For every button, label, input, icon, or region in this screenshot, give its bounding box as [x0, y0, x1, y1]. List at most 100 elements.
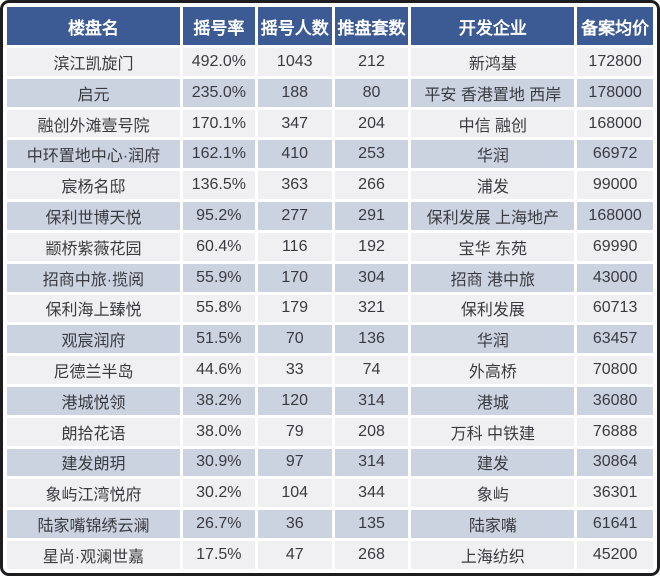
table-cell: 保利发展	[411, 294, 575, 323]
table-cell: 179	[257, 294, 332, 323]
table-cell: 保利发展 上海地产	[411, 202, 575, 230]
table-cell: 170	[257, 263, 332, 292]
table-cell: 38.2%	[182, 386, 255, 415]
table-cell: 宸杨名邸	[7, 171, 180, 200]
table-cell: 70800	[577, 356, 653, 384]
table-cell: 36	[257, 510, 332, 538]
table-cell: 79	[257, 417, 332, 446]
column-header: 推盘套数	[334, 7, 409, 45]
table-cell: 204	[334, 109, 409, 138]
column-header: 开发企业	[411, 7, 575, 45]
table-cell: 291	[334, 202, 409, 230]
table-body: 滨江凯旋门 492.0% 1043 212 新鸿基 172800 启元 235.0% 188 80…	[7, 48, 653, 569]
table-cell: 212	[334, 48, 409, 76]
table-cell: 中环置地中心·润府	[7, 140, 180, 169]
column-header: 楼盘名	[7, 7, 180, 45]
table-cell: 347	[257, 109, 332, 138]
table-cell: 55.8%	[182, 294, 255, 323]
table-cell: 华润	[411, 140, 575, 169]
table-cell: 尼德兰半岛	[7, 356, 180, 384]
table-cell: 融创外滩壹号院	[7, 109, 180, 138]
table-cell: 华润	[411, 325, 575, 354]
table-cell: 43000	[577, 263, 653, 292]
table-cell: 启元	[7, 78, 180, 107]
table-cell: 69990	[577, 232, 653, 261]
table-cell: 33	[257, 356, 332, 384]
property-lottery-table: 楼盘名 摇号率 摇号人数 推盘套数 开发企业 备案均价 滨江凯旋门 492.0% 1043 21…	[4, 4, 656, 572]
table-cell: 168000	[577, 202, 653, 230]
table-cell: 99000	[577, 171, 653, 200]
table-row: 颛桥紫薇花园 60.4% 116 192 宝华 东苑 69990	[7, 232, 653, 261]
table-row: 象屿江湾悦府 30.2% 104 344 象屿 36301	[7, 479, 653, 508]
table-cell: 宝华 东苑	[411, 232, 575, 261]
table-cell: 新鸿基	[411, 48, 575, 76]
table-cell: 颛桥紫薇花园	[7, 232, 180, 261]
table-row: 启元 235.0% 188 80 平安 香港置地 西岸 178000	[7, 78, 653, 107]
table-row: 滨江凯旋门 492.0% 1043 212 新鸿基 172800	[7, 48, 653, 76]
table-cell: 208	[334, 417, 409, 446]
table-cell: 76888	[577, 417, 653, 446]
table-cell: 17.5%	[182, 541, 255, 569]
table-cell: 36080	[577, 386, 653, 415]
table-cell: 保利海上臻悦	[7, 294, 180, 323]
table-cell: 滨江凯旋门	[7, 48, 180, 76]
table-cell: 60.4%	[182, 232, 255, 261]
table-cell: 120	[257, 386, 332, 415]
table-cell: 61641	[577, 510, 653, 538]
table-cell: 235.0%	[182, 78, 255, 107]
table-cell: 招商中旅·揽阅	[7, 263, 180, 292]
table-cell: 80	[334, 78, 409, 107]
table-cell: 104	[257, 479, 332, 508]
table-cell: 168000	[577, 109, 653, 138]
table-cell: 陆家嘴锦绣云澜	[7, 510, 180, 538]
table-row: 建发朗玥 30.9% 97 314 建发 30864	[7, 448, 653, 477]
table-cell: 135	[334, 510, 409, 538]
column-header: 摇号率	[182, 7, 255, 45]
table-cell: 港城悦领	[7, 386, 180, 415]
table-cell: 38.0%	[182, 417, 255, 446]
table-cell: 建发	[411, 448, 575, 477]
table-cell: 30.2%	[182, 479, 255, 508]
table-cell: 中信 融创	[411, 109, 575, 138]
table-row: 朗拾花语 38.0% 79 208 万科 中铁建 76888	[7, 417, 653, 446]
table-cell: 314	[334, 386, 409, 415]
table-cell: 492.0%	[182, 48, 255, 76]
table-cell: 253	[334, 140, 409, 169]
table-cell: 266	[334, 171, 409, 200]
table-cell: 51.5%	[182, 325, 255, 354]
table-cell: 277	[257, 202, 332, 230]
table-cell: 平安 香港置地 西岸	[411, 78, 575, 107]
table-cell: 象屿江湾悦府	[7, 479, 180, 508]
table-cell: 星尚·观澜世嘉	[7, 541, 180, 569]
table-cell: 60713	[577, 294, 653, 323]
table-cell: 港城	[411, 386, 575, 415]
table-row: 中环置地中心·润府 162.1% 410 253 华润 66972	[7, 140, 653, 169]
table-cell: 万科 中铁建	[411, 417, 575, 446]
table-cell: 136	[334, 325, 409, 354]
table-cell: 保利世博天悦	[7, 202, 180, 230]
table-cell: 外高桥	[411, 356, 575, 384]
table-cell: 192	[334, 232, 409, 261]
table-cell: 314	[334, 448, 409, 477]
table-row: 保利海上臻悦 55.8% 179 321 保利发展 60713	[7, 294, 653, 323]
table-cell: 178000	[577, 78, 653, 107]
table-cell: 63457	[577, 325, 653, 354]
table-cell: 410	[257, 140, 332, 169]
table-cell: 170.1%	[182, 109, 255, 138]
column-header: 备案均价	[577, 7, 653, 45]
table-cell: 浦发	[411, 171, 575, 200]
table-row: 保利世博天悦 95.2% 277 291 保利发展 上海地产 168000	[7, 202, 653, 230]
table-cell: 70	[257, 325, 332, 354]
table-cell: 74	[334, 356, 409, 384]
table-cell: 136.5%	[182, 171, 255, 200]
table-cell: 36301	[577, 479, 653, 508]
table-header: 楼盘名 摇号率 摇号人数 推盘套数 开发企业 备案均价	[7, 7, 653, 45]
table-row: 星尚·观澜世嘉 17.5% 47 268 上海纺织 45200	[7, 541, 653, 569]
table-cell: 44.6%	[182, 356, 255, 384]
table-cell: 304	[334, 263, 409, 292]
table-cell: 363	[257, 171, 332, 200]
table-row: 宸杨名邸 136.5% 363 266 浦发 99000	[7, 171, 653, 200]
table-cell: 172800	[577, 48, 653, 76]
table-cell: 47	[257, 541, 332, 569]
